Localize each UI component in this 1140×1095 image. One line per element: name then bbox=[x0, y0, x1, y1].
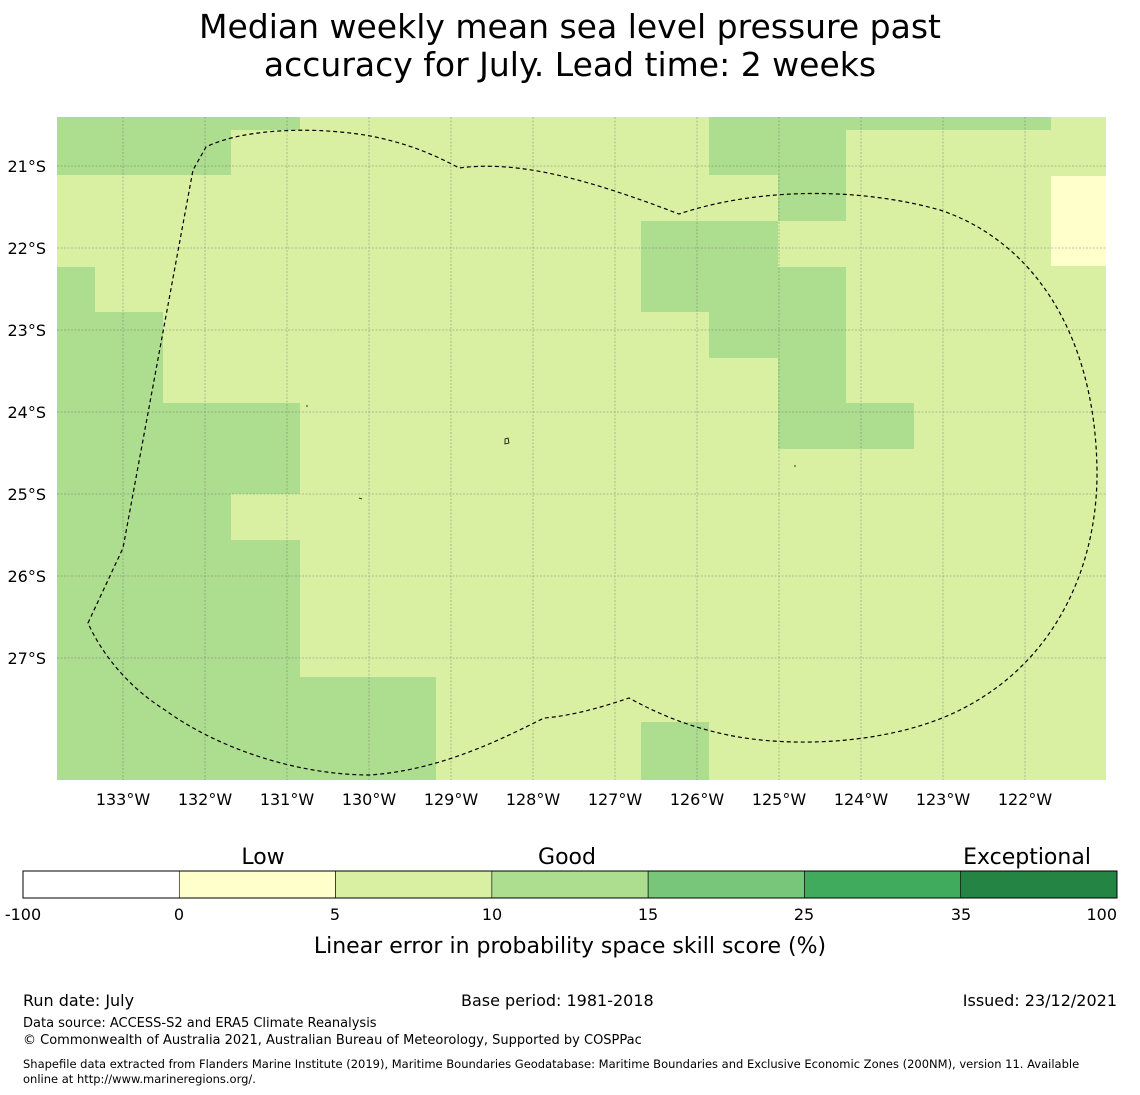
colorbar: Low Good Exceptional -100 0 5 10 15 25 3… bbox=[5, 845, 1118, 959]
colorbar-segment bbox=[335, 870, 493, 899]
data-source: Data source: ACCESS-S2 and ERA5 Climate … bbox=[23, 1016, 377, 1031]
lon-tick-label: 128°W bbox=[506, 790, 561, 809]
colorbar-segment bbox=[647, 870, 805, 899]
grid-cell bbox=[641, 221, 778, 312]
lat-tick-label: 25°S bbox=[7, 485, 46, 504]
colorbar-segment bbox=[178, 870, 336, 899]
grid-cell bbox=[709, 130, 846, 175]
chart-title: Median weekly mean sea level pressure pa… bbox=[0, 8, 1140, 84]
colorbar-segment bbox=[22, 870, 180, 899]
colorbar-tick-label: 5 bbox=[330, 905, 340, 924]
grid-cell bbox=[300, 677, 436, 780]
grid-cell bbox=[231, 117, 300, 130]
grid-cell bbox=[57, 403, 300, 494]
colorbar-tick-label: 15 bbox=[638, 905, 658, 924]
grid-cell bbox=[57, 312, 163, 403]
grid-cell bbox=[57, 494, 231, 540]
title-line-1: Median weekly mean sea level pressure pa… bbox=[199, 7, 941, 46]
shapefile-credit-line-1: Shapefile data extracted from Flanders M… bbox=[23, 1057, 1080, 1071]
lon-tick-label: 124°W bbox=[834, 790, 889, 809]
lon-tick-label: 125°W bbox=[752, 790, 807, 809]
grid-cell bbox=[778, 267, 846, 449]
colorbar-tick-label: 25 bbox=[794, 905, 814, 924]
copyright: © Commonwealth of Australia 2021, Austra… bbox=[23, 1033, 642, 1048]
gridlines bbox=[57, 117, 1106, 780]
lon-tick-label: 132°W bbox=[178, 790, 233, 809]
island bbox=[358, 497, 363, 500]
lon-tick-label: 133°W bbox=[96, 790, 151, 809]
lat-tick-label: 23°S bbox=[7, 321, 46, 340]
lon-tick-label: 131°W bbox=[260, 790, 315, 809]
colorbar-segment bbox=[804, 870, 962, 899]
lat-tick-label: 27°S bbox=[7, 649, 46, 668]
grid-cell bbox=[778, 175, 846, 221]
shapefile-credit-line-2: online at http://www.marineregions.org/. bbox=[23, 1072, 256, 1086]
title-line-2: accuracy for July. Lead time: 2 weeks bbox=[263, 45, 877, 84]
colorbar-xlabel: Linear error in probability space skill … bbox=[314, 934, 826, 959]
category-label-low: Low bbox=[241, 845, 284, 870]
lat-tick-label: 26°S bbox=[7, 567, 46, 586]
colorbar-tick-label: 35 bbox=[951, 905, 971, 924]
grid-cell bbox=[57, 117, 231, 175]
island bbox=[504, 437, 510, 445]
colorbar-tick-label: 100 bbox=[1086, 905, 1117, 924]
category-label-exceptional: Exceptional bbox=[963, 845, 1091, 870]
lon-axis: 133°W 132°W 131°W 130°W 129°W 128°W 127°… bbox=[96, 790, 1053, 809]
lon-tick-label: 122°W bbox=[998, 790, 1053, 809]
island-outlines bbox=[306, 405, 796, 500]
colorbar-segment bbox=[491, 870, 649, 899]
grid-cell bbox=[709, 312, 778, 358]
lon-tick-label: 129°W bbox=[424, 790, 479, 809]
skill-grid bbox=[57, 117, 1106, 780]
category-label-good: Good bbox=[538, 845, 596, 870]
colorbar-tick-label: 10 bbox=[482, 905, 502, 924]
grid-cell bbox=[709, 117, 1051, 130]
lat-tick-label: 22°S bbox=[7, 239, 46, 258]
lon-tick-label: 130°W bbox=[342, 790, 397, 809]
colorbar-tick-label: 0 bbox=[174, 905, 184, 924]
lat-axis: 21°S 22°S 23°S 24°S 25°S 26°S 27°S bbox=[7, 157, 46, 668]
lat-tick-label: 24°S bbox=[7, 403, 46, 422]
colorbar-frame bbox=[22, 870, 1118, 899]
base-period: Base period: 1981-2018 bbox=[461, 991, 654, 1010]
issued-date: Issued: 23/12/2021 bbox=[962, 991, 1117, 1010]
lon-tick-label: 126°W bbox=[670, 790, 725, 809]
grid-cell bbox=[57, 267, 95, 312]
colorbar-segment bbox=[960, 870, 1118, 899]
colorbar-segments bbox=[22, 870, 1118, 899]
grid-cell bbox=[846, 403, 914, 449]
lon-tick-label: 127°W bbox=[588, 790, 643, 809]
grid-cell bbox=[57, 540, 300, 780]
grid-cell bbox=[641, 722, 709, 780]
lat-tick-label: 21°S bbox=[7, 157, 46, 176]
grid-cell-low bbox=[1051, 176, 1106, 266]
run-date: Run date: July bbox=[23, 991, 135, 1010]
colorbar-tick-label: -100 bbox=[5, 905, 41, 924]
lon-tick-label: 123°W bbox=[916, 790, 971, 809]
eez-boundary bbox=[87, 129, 1098, 776]
